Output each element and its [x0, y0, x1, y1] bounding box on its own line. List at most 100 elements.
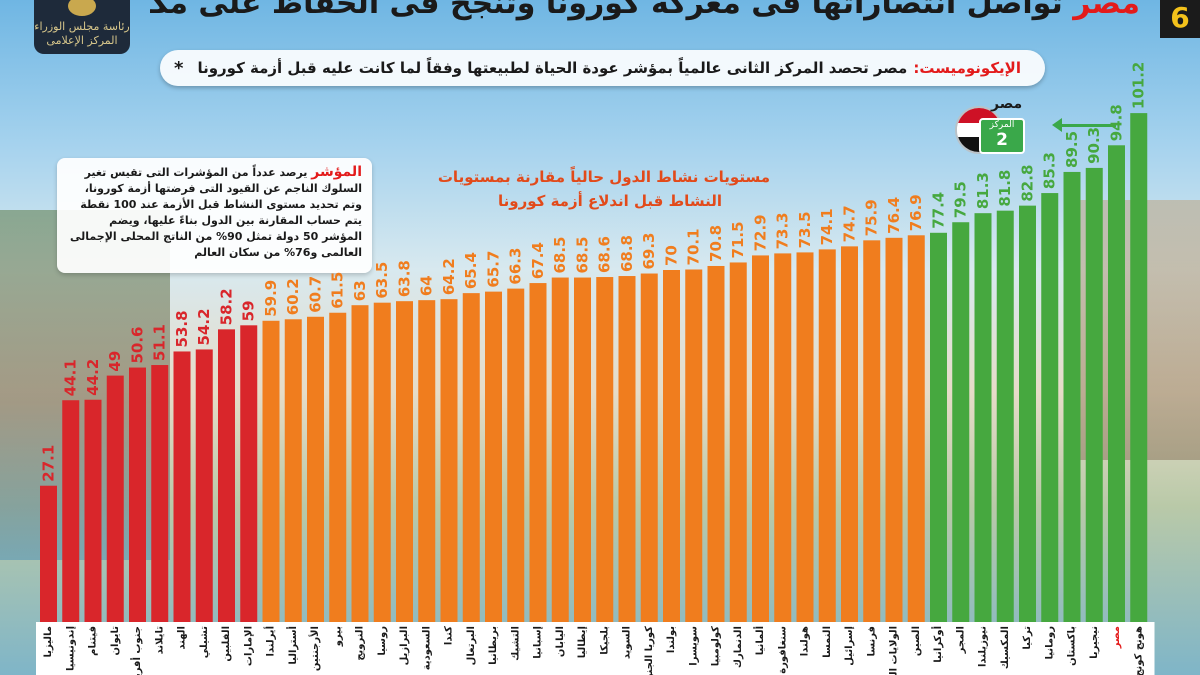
bar-11	[262, 320, 280, 622]
chart-title: مستويات نشاط الدول حالياً مقارنة بمستويا…	[438, 165, 770, 213]
data-label-20: 65.4	[462, 252, 480, 289]
note-text: يرصد عدداً من المؤشرات التى تقيس تغير ال…	[70, 166, 362, 259]
category-label-28: كوريا الجنوبية	[644, 626, 655, 675]
category-label-29: بولندا	[666, 626, 677, 653]
chart-title-line2: النشاط قبل اندلاع أزمة كورونا	[498, 192, 722, 210]
bar-36	[818, 249, 836, 622]
category-label-40: الصين	[911, 626, 922, 656]
category-label-18: السعودية	[421, 626, 432, 670]
category-label-34: سنغافورة	[777, 626, 788, 674]
egypt-rank-card: مصر المركز 2	[945, 96, 1025, 156]
bar-22	[507, 288, 525, 622]
bar-26	[596, 277, 614, 622]
data-label-12: 60.2	[284, 278, 302, 315]
headline-text: تواصل انتصاراتها فى معركة كورونا وتنجح ف…	[150, 0, 1063, 21]
data-label-14: 61.5	[329, 272, 347, 309]
bar-45	[1019, 205, 1036, 623]
data-label-22: 66.3	[507, 248, 525, 285]
bar-25	[574, 277, 591, 622]
category-label-9: الفلبين	[221, 626, 232, 662]
bar-2	[62, 400, 80, 622]
category-label-12: أستراليا	[286, 626, 299, 665]
category-label-27: السويد	[622, 626, 633, 659]
bar-41	[930, 232, 947, 622]
seal-icon	[68, 0, 96, 16]
data-label-30: 70.1	[685, 228, 703, 265]
bar-42	[952, 222, 970, 622]
category-label-38: فرنسا	[866, 626, 877, 656]
data-label-32: 71.5	[729, 221, 747, 258]
bar-10	[240, 325, 258, 622]
data-label-45: 82.8	[1019, 165, 1037, 202]
category-label-17: البرازيل	[399, 626, 410, 665]
data-label-44: 81.8	[996, 170, 1014, 207]
bar-3	[84, 399, 102, 622]
data-label-25: 68.5	[574, 237, 592, 274]
category-label-44: المكسيك	[1000, 626, 1011, 669]
data-label-21: 65.7	[485, 251, 503, 288]
bar-14	[329, 312, 347, 622]
category-label-47: باكستان	[1067, 626, 1078, 666]
subtitle-bar: الإيكونوميست: مصر تحصد المركز الثانى عال…	[160, 50, 1045, 86]
data-label-17: 63.8	[396, 260, 414, 297]
data-label-6: 51.1	[151, 324, 169, 361]
data-label-4: 49	[106, 351, 124, 372]
data-label-42: 79.5	[952, 181, 970, 218]
data-label-48: 90.3	[1085, 127, 1103, 164]
category-label-7: الهند	[177, 626, 188, 650]
bar-27	[618, 276, 636, 622]
data-label-23: 67.4	[529, 242, 547, 279]
rank-label: المركز	[989, 120, 1015, 130]
data-label-35: 73.5	[796, 211, 814, 248]
category-label-35: هولندا	[800, 626, 811, 656]
category-label-50: هونج كونج	[1133, 626, 1144, 675]
category-label-20: البرتغال	[466, 626, 477, 665]
data-label-3: 44.2	[84, 359, 102, 396]
bar-16	[373, 302, 391, 622]
bar-5	[129, 367, 146, 622]
bar-38	[863, 240, 881, 622]
bar-9	[218, 329, 235, 622]
category-label-33: ألمانيا	[753, 626, 766, 655]
page-headline: مصر تواصل انتصاراتها فى معركة كورونا وتن…	[150, 0, 1140, 28]
category-label-24: اليابان	[555, 626, 566, 657]
headline-highlight: مصر	[1073, 0, 1140, 21]
bar-4	[106, 375, 124, 622]
bar-8	[195, 349, 213, 622]
category-label-36: النمسا	[822, 626, 833, 658]
category-label-10: الإمارات	[243, 626, 254, 666]
bar-44	[996, 210, 1014, 623]
category-label-45: تركيا	[1022, 626, 1033, 650]
category-label-21: بريطانيا	[488, 626, 499, 665]
data-label-36: 74.1	[818, 208, 836, 245]
category-label-26: بلجيكا	[599, 626, 610, 655]
data-label-46: 85.3	[1041, 152, 1059, 189]
bar-35	[796, 252, 814, 622]
bar-17	[396, 301, 413, 622]
data-label-13: 60.7	[307, 276, 325, 313]
category-label-11: أيرلندا	[264, 626, 277, 656]
bar-49	[1108, 145, 1125, 622]
data-label-15: 63	[351, 280, 369, 301]
rank-number: 2	[996, 130, 1008, 150]
bar-24	[551, 277, 569, 622]
category-label-13: الأرجنتين	[308, 626, 321, 671]
bar-33	[752, 255, 769, 622]
bar-43	[974, 213, 992, 623]
category-label-48: نيجيريا	[1089, 626, 1100, 659]
arrow-line	[1060, 124, 1116, 127]
category-label-39: الولايات المتحدة	[889, 626, 900, 675]
category-label-16: روسيا	[377, 626, 388, 656]
data-label-43: 81.3	[974, 172, 992, 209]
bar-48	[1085, 167, 1103, 623]
subtitle-text: مصر تحصد المركز الثانى عالمياً بمؤشر عود…	[197, 59, 908, 77]
category-label-14: بيرو	[332, 626, 343, 647]
data-label-38: 75.9	[863, 199, 881, 236]
bar-20	[462, 293, 480, 622]
data-label-1: 27.1	[40, 445, 58, 482]
category-label-43: نيوزيلندا	[978, 626, 989, 667]
category-label-23: إسبانيا	[533, 626, 544, 659]
category-label-22: التشيك	[510, 626, 521, 661]
data-label-47: 89.5	[1063, 131, 1081, 168]
